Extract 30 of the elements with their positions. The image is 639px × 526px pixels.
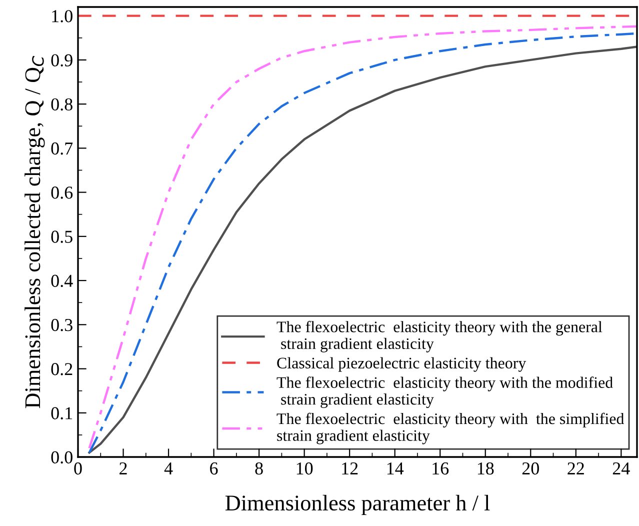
- y-tick-label: 1.0: [52, 10, 72, 22]
- y-tick-label: 0.5: [51, 230, 72, 243]
- x-tick-label: 12: [342, 462, 358, 474]
- x-axis-title: Dimensionless parameter h / l: [225, 494, 490, 516]
- x-tick-label: 6: [210, 462, 218, 475]
- legend-label: The flexoelectric elasticity theory with the simplified strain gradient elasticity: [276, 412, 624, 444]
- x-tick-label: 14: [387, 462, 404, 474]
- x-tick-label: 22: [568, 462, 584, 474]
- x-tick-label: 2: [120, 462, 127, 474]
- y-tick-label: 0.0: [51, 451, 72, 464]
- legend-label: The flexoelectric elasticity theory with the general strain gradient elasticity: [276, 320, 602, 352]
- y-tick-label: 0.8: [51, 98, 72, 111]
- y-tick-label: 0.9: [51, 54, 72, 66]
- legend-label: Classical piezoelectric elasticity theory: [277, 357, 526, 372]
- x-tick-label: 20: [522, 462, 539, 475]
- x-tick-label: 0: [74, 462, 82, 475]
- x-tick-label: 10: [296, 462, 313, 475]
- y-axis-title: Dimensionless collected charge, Q / Q$_{C}$: [24, 56, 45, 408]
- x-tick-label: 16: [432, 462, 449, 475]
- y-tick-label: 0.4: [51, 274, 73, 288]
- x-tick-label: 18: [478, 462, 494, 475]
- y-tick-label: 0.1: [51, 407, 72, 420]
- y-tick-label: 0.3: [51, 318, 72, 332]
- x-tick-label: 24: [612, 462, 630, 474]
- y-tick-label: 0.6: [51, 186, 73, 199]
- x-tick-label: 8: [255, 462, 263, 475]
- y-tick-label: 0.7: [51, 142, 73, 155]
- y-tick-label: 0.2: [51, 363, 72, 376]
- legend-label: The flexoelectric elasticity theory with the modified strain gradient elasticity: [276, 376, 613, 408]
- x-tick-label: 4: [164, 462, 173, 474]
